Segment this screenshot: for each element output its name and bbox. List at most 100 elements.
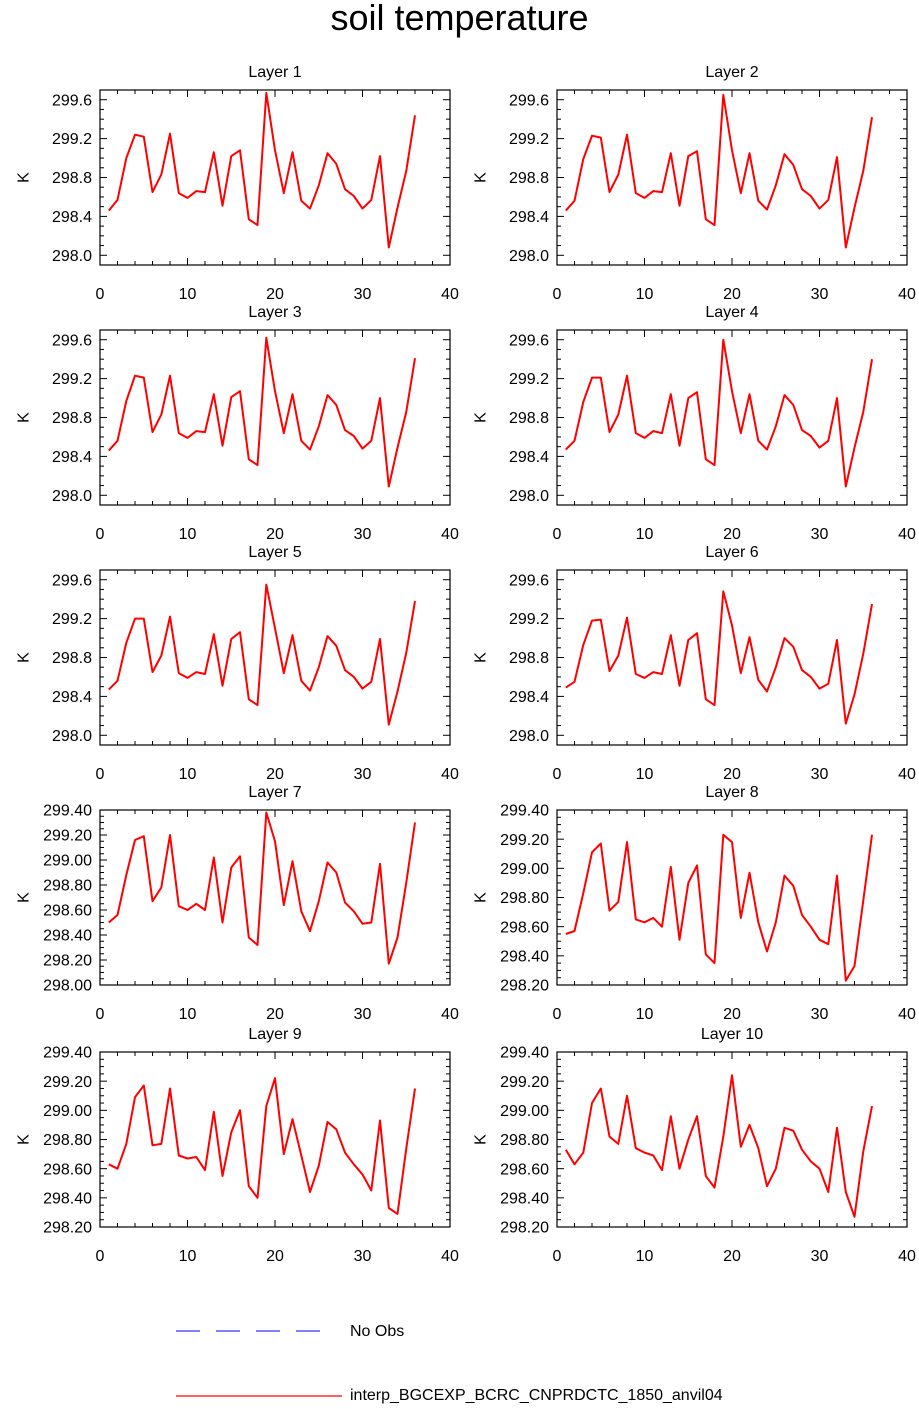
y-tick-label: 298.0	[509, 728, 549, 745]
plot-frame	[556, 569, 908, 746]
y-axis-label: K	[473, 652, 490, 663]
x-tick-label: 0	[553, 1006, 562, 1023]
x-tick-label: 20	[266, 766, 284, 783]
y-tick-label: 299.6	[52, 572, 92, 589]
y-tick-label: 298.20	[500, 978, 549, 995]
x-tick-label: 10	[636, 1006, 654, 1023]
x-tick-label: 0	[96, 286, 105, 303]
chart-panel-5: Layer 5 K 0 10 20 30 40 298.0 298.4 298.8 299.2 299…	[16, 544, 459, 783]
x-tick-label: 30	[811, 1248, 829, 1265]
panel-title: Layer 1	[248, 64, 301, 81]
y-tick-label: 298.80	[500, 1132, 549, 1149]
chart-panel-8: Layer 8 K 0 10 20 30 40 298.20 298.40 298.60 298.8…	[473, 784, 916, 1023]
chart-panel-4: Layer 4 K 0 10 20 30 40 298.0 298.4 298.8 299.2 299…	[473, 304, 916, 543]
chart-panel-9: Layer 9 K 0 10 20 30 40 298.20 298.40 298.60 298.8…	[16, 1026, 459, 1265]
chart-panel-3: Layer 3 K 0 10 20 30 40 298.0 298.4 298.8 299.2 299…	[16, 304, 459, 543]
x-tick-label: 20	[266, 1006, 284, 1023]
x-tick-label: 10	[636, 286, 654, 303]
x-tick-label: 10	[179, 1248, 197, 1265]
series-line	[564, 1074, 873, 1218]
panel-title: Layer 8	[705, 784, 758, 801]
y-tick-label: 299.2	[509, 371, 549, 388]
plot-frame	[99, 89, 451, 266]
x-tick-label: 20	[723, 1248, 741, 1265]
x-tick-label: 20	[723, 526, 741, 543]
y-tick-label: 299.40	[500, 1045, 549, 1062]
y-tick-label: 299.40	[500, 803, 549, 820]
y-tick-label: 298.00	[43, 978, 92, 995]
y-axis-label: K	[473, 892, 490, 903]
y-tick-label: 298.80	[43, 1132, 92, 1149]
y-tick-label: 298.20	[500, 1220, 549, 1237]
x-tick-label: 0	[96, 766, 105, 783]
y-tick-label: 298.0	[52, 488, 92, 505]
y-tick-label: 299.2	[509, 611, 549, 628]
y-tick-label: 299.6	[52, 332, 92, 349]
x-tick-label: 10	[636, 1248, 654, 1265]
legend-item-no-obs: No Obs	[176, 1322, 436, 1344]
x-tick-label: 0	[553, 766, 562, 783]
x-tick-label: 10	[179, 526, 197, 543]
y-tick-label: 299.00	[43, 1103, 92, 1120]
x-tick-label: 20	[723, 286, 741, 303]
series-line	[108, 1077, 416, 1215]
x-tick-label: 10	[179, 766, 197, 783]
y-tick-label: 298.60	[43, 1161, 92, 1178]
legend-swatch-dashed	[176, 1330, 332, 1332]
y-tick-label: 298.4	[509, 209, 549, 226]
plot-frame	[99, 329, 451, 506]
x-tick-label: 30	[811, 286, 829, 303]
x-tick-label: 40	[441, 766, 459, 783]
series-line	[565, 590, 873, 725]
x-tick-label: 0	[553, 526, 562, 543]
y-tick-label: 298.8	[52, 170, 92, 187]
x-tick-label: 40	[898, 766, 916, 783]
x-tick-label: 30	[354, 1006, 372, 1023]
series-line	[565, 338, 873, 488]
x-tick-label: 40	[898, 286, 916, 303]
x-tick-label: 30	[354, 286, 372, 303]
plot-frame	[556, 329, 908, 506]
y-tick-label: 298.8	[509, 650, 549, 667]
legend-item-model-run: interp_BGCEXP_BCRC_CNPRDCTC_1850_anvil04	[176, 1387, 916, 1409]
y-tick-label: 299.6	[509, 92, 549, 109]
y-axis-label: K	[16, 412, 33, 423]
y-axis-label: K	[16, 652, 33, 663]
x-tick-label: 20	[266, 286, 284, 303]
chart-panel-1: Layer 1 K 0 10 20 30 40 298.0 298.4 298.8 299.2 299…	[16, 64, 459, 303]
x-tick-label: 40	[441, 1006, 459, 1023]
series-line	[108, 91, 416, 249]
y-tick-label: 298.0	[509, 488, 549, 505]
x-tick-label: 10	[179, 1006, 197, 1023]
y-tick-label: 298.60	[500, 919, 549, 936]
series-line	[108, 811, 416, 965]
plot-frame	[99, 569, 451, 746]
y-tick-label: 299.2	[509, 131, 549, 148]
y-tick-label: 299.00	[500, 1103, 549, 1120]
x-tick-label: 10	[636, 526, 654, 543]
y-tick-label: 299.40	[43, 803, 92, 820]
y-axis-label: K	[473, 412, 490, 423]
y-tick-label: 299.2	[52, 611, 92, 628]
y-tick-label: 298.80	[500, 890, 549, 907]
series-line	[108, 336, 416, 488]
chart-panel-7: Layer 7 K 0 10 20 30 40 298.00 298.20 298.40 298.6…	[16, 784, 459, 1023]
y-tick-label: 299.20	[43, 828, 92, 845]
x-tick-label: 40	[441, 286, 459, 303]
legend-swatch-solid	[176, 1395, 342, 1397]
y-axis-label: K	[16, 1134, 33, 1145]
y-axis-label: K	[473, 1134, 490, 1145]
y-tick-label: 298.40	[43, 928, 92, 945]
panel-title: Layer 2	[705, 64, 758, 81]
x-tick-label: 20	[266, 526, 284, 543]
y-tick-label: 299.2	[52, 371, 92, 388]
y-tick-label: 298.4	[509, 689, 549, 706]
panel-title: Layer 7	[248, 784, 301, 801]
x-tick-label: 0	[96, 526, 105, 543]
y-tick-label: 298.20	[43, 1220, 92, 1237]
y-tick-label: 298.20	[43, 953, 92, 970]
x-tick-label: 0	[96, 1248, 105, 1265]
y-tick-label: 299.20	[500, 1074, 549, 1091]
y-tick-label: 299.40	[43, 1045, 92, 1062]
